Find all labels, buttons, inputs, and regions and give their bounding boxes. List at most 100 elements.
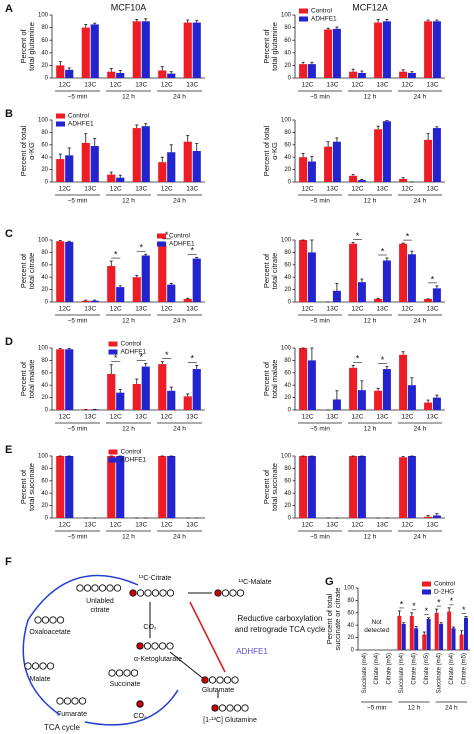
x-tick-label: Succinate (m4): [399, 653, 405, 693]
bar: [399, 71, 408, 78]
error-bar: [160, 156, 164, 163]
group-label: 12 h: [122, 318, 135, 325]
bar: [374, 22, 383, 79]
y-tick-label: 80: [284, 466, 291, 472]
bar: [357, 180, 366, 182]
bar: [382, 260, 391, 302]
error-bar: [109, 68, 113, 72]
chart-title: MCF10A: [111, 2, 147, 12]
bar: [90, 146, 99, 182]
error-bar: [144, 363, 148, 367]
carbon: [56, 616, 65, 624]
y-tick-label: 80: [284, 130, 291, 136]
bar: [307, 64, 316, 78]
x-tick-label: 12C: [161, 522, 173, 529]
bar: [81, 27, 90, 79]
error-bar: [435, 126, 439, 129]
y-axis-label: total glutamine: [27, 22, 36, 71]
legend-label: Control: [68, 113, 90, 120]
bar: [407, 72, 416, 78]
bar: [424, 516, 433, 518]
error-bar: [401, 177, 405, 179]
carbon: [98, 584, 107, 592]
error-bar: [84, 133, 88, 143]
error-bar: [93, 299, 97, 301]
error-bar: [335, 26, 339, 29]
error-bar: [186, 19, 190, 23]
bar: [451, 628, 456, 650]
x-tick-label: 13C: [327, 306, 339, 313]
bar: [374, 129, 383, 182]
x-tick-label: 12C: [110, 186, 122, 193]
bar: [424, 21, 433, 78]
error-bar: [195, 143, 199, 151]
error-bar: [360, 380, 364, 391]
group-label: 24 h: [414, 94, 427, 101]
panel-label: B: [5, 108, 13, 120]
y-axis-label: Percent of total: [325, 593, 334, 644]
y-tick-label: 60: [41, 38, 48, 44]
significance: *: [400, 599, 404, 609]
significance: *: [165, 230, 169, 240]
x-tick-label: 13C: [135, 306, 147, 313]
y-tick-label: 20: [284, 503, 291, 509]
error-bar: [414, 626, 418, 629]
significance: *: [114, 249, 118, 259]
error-bar: [426, 19, 430, 22]
carbon: [218, 704, 227, 712]
x-tick-label: 12C: [161, 186, 173, 193]
error-bar: [135, 274, 139, 278]
bar: [158, 364, 167, 410]
group-label: 12 h: [364, 426, 377, 433]
bar: [349, 71, 358, 78]
x-tick-label: 13C: [84, 414, 96, 421]
pathway-label: Reductive carboxylation: [238, 614, 323, 623]
y-tick-label: 40: [284, 155, 291, 161]
y-axis-label: total malate: [27, 360, 36, 399]
bar: [422, 634, 427, 650]
error-bar: [109, 364, 113, 375]
bar: [349, 243, 358, 302]
significance: *: [190, 246, 194, 256]
error-bar: [435, 513, 439, 516]
x-tick-label: 12C: [352, 306, 364, 313]
carbon: [63, 697, 72, 705]
x-tick-label: 12C: [302, 306, 314, 313]
bar: [307, 252, 316, 302]
x-tick-label: 13C: [186, 82, 198, 89]
group-label: 12 h: [122, 94, 135, 101]
error-bar: [360, 70, 364, 73]
bar: [382, 369, 391, 410]
y-tick-label: 60: [41, 478, 48, 484]
y-tick-label: 80: [347, 598, 354, 604]
y-tick-label: 40: [347, 623, 354, 629]
y-tick-label: 100: [281, 346, 292, 352]
node-label: Oxaloacetate: [29, 629, 70, 636]
group-label: 12 h: [364, 318, 377, 325]
error-bar: [385, 19, 389, 22]
bar: [81, 142, 90, 182]
x-tick-label: 13C: [135, 186, 147, 193]
error-bar: [360, 278, 364, 283]
y-tick-label: 20: [284, 63, 291, 69]
bar: [56, 159, 65, 182]
y-axis-label: α-KG: [270, 142, 279, 160]
error-bar: [186, 135, 190, 142]
x-tick-label: 12C: [161, 82, 173, 89]
bar: [357, 282, 366, 302]
y-tick-label: 20: [284, 395, 291, 401]
carbon: [241, 704, 249, 712]
y-tick-label: 20: [284, 167, 291, 173]
carbon: [223, 676, 232, 684]
bar: [324, 29, 333, 79]
bar: [374, 390, 383, 410]
bar: [107, 374, 116, 410]
group-label: ~5 min: [310, 318, 330, 325]
error-bar: [385, 257, 389, 261]
bar: [56, 456, 65, 518]
legend-label: ADHFE1: [311, 16, 337, 23]
error-bar: [118, 174, 122, 178]
error-bar: [58, 61, 62, 66]
error-bar: [326, 27, 330, 30]
